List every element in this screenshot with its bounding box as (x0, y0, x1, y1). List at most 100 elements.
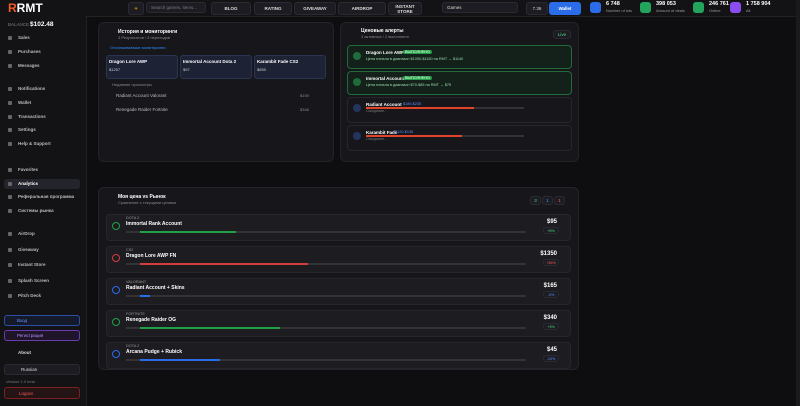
row-name: Renegade Raider OG (126, 317, 177, 323)
sidebar-item[interactable]: Transactions (18, 113, 46, 119)
sidebar-icon (8, 64, 12, 68)
sidebar-item[interactable]: Sales (18, 35, 30, 40)
alert-row[interactable] (347, 45, 572, 69)
row-name: Arcana Pudge + Rubick (126, 349, 182, 355)
row-game: DOTA 2 (126, 344, 140, 348)
alert-text: Ожидание... (366, 137, 388, 141)
count-badge: 3 (530, 196, 541, 205)
sidebar-item[interactable]: Instant Store (18, 262, 46, 267)
row-icon (112, 318, 120, 326)
row-name: Immortal Rank Account (126, 221, 182, 227)
row-price: $45 (546, 347, 557, 353)
compare-row[interactable] (106, 214, 571, 241)
nav-button[interactable]: INSTANT STORE (388, 2, 422, 15)
alert-status: ВЫПОЛНЕНО (403, 50, 432, 54)
sidebar-item[interactable]: Splash Screen (18, 277, 50, 283)
alert-row[interactable] (347, 71, 572, 95)
history-panel (98, 22, 334, 162)
row-track-fill (140, 327, 280, 329)
stat-icon (693, 2, 704, 13)
sidebar-icon (8, 168, 12, 172)
stat-value: 246 761 (709, 1, 729, 7)
nav-button[interactable]: GIVEAWAY (294, 2, 336, 15)
tracked-card[interactable] (180, 55, 252, 79)
about-link[interactable]: About (18, 350, 31, 355)
compare-row[interactable] (106, 342, 571, 369)
row-icon (112, 286, 120, 294)
alert-name: Karambit Fade (366, 130, 398, 135)
compare-row[interactable] (106, 246, 571, 273)
card-price: $855 (257, 67, 266, 72)
sidebar-item[interactable]: Notifications (18, 86, 46, 91)
alert-progress-fill (366, 135, 462, 137)
nav-button[interactable]: AIRDROP (338, 2, 386, 15)
row-change: -5% (543, 291, 559, 298)
sidebar-icon (8, 195, 12, 200)
panel-title: Ценовые алерты (361, 28, 404, 34)
row-price: $165 (543, 283, 557, 289)
row-track-fill (140, 295, 150, 297)
scrollbar (796, 0, 800, 406)
sidebar-item[interactable]: Giveaway (18, 246, 39, 252)
compare-row[interactable] (106, 278, 571, 305)
login-button[interactable]: Вход (4, 315, 80, 326)
row-change: +35% (543, 259, 559, 266)
sidebar (0, 0, 87, 406)
alert-status: $120-$135 (395, 130, 414, 134)
row-track-fill (140, 231, 236, 233)
alert-text: Цена попала в диапазон $70-$85 на RMT → … (366, 83, 452, 87)
sidebar-item[interactable]: Messages (18, 63, 40, 68)
sidebar-item[interactable]: Pitch Deck (18, 293, 42, 298)
logo[interactable]: RRMT (8, 1, 43, 15)
compare-row[interactable] (106, 310, 571, 337)
games-select[interactable]: Games (442, 2, 518, 13)
panel-title: История и мониторинги (118, 29, 178, 35)
sidebar-item[interactable]: Analytics (18, 180, 39, 186)
sidebar-icon (8, 50, 12, 54)
sidebar-item[interactable]: AirDrop (18, 231, 35, 236)
sidebar-item[interactable]: Help & Support (18, 141, 51, 147)
row-price: $340 (543, 315, 557, 321)
rate[interactable]: 7.36 (526, 2, 548, 15)
logout-button[interactable]: Logout (4, 387, 80, 399)
card-name: Karambit Fade CS2 (257, 59, 299, 64)
card-price: $97 (183, 67, 190, 72)
count-badge: 1 (542, 196, 553, 205)
register-button[interactable]: Регистрация (4, 330, 80, 341)
row-name: Radiant Account + Skins (126, 285, 185, 291)
row-track (126, 359, 526, 361)
row-icon (112, 222, 120, 230)
row-change: -10% (543, 355, 559, 362)
alert-text: Ожидание... (366, 109, 388, 113)
nav-button[interactable]: BLOG (211, 2, 251, 15)
alert-row[interactable] (347, 125, 572, 151)
stat-label: All (746, 8, 751, 13)
row-change: +8% (543, 227, 559, 234)
tracked-card[interactable] (254, 55, 326, 79)
theme-toggle[interactable]: ☀ (128, 2, 144, 15)
card-price: $1257 (109, 67, 121, 72)
alert-name: Radiant Account (366, 102, 402, 107)
sidebar-icon (8, 263, 12, 267)
search[interactable]: Search games, items... (146, 2, 206, 13)
row-game: DOTA 2 (126, 216, 140, 220)
sidebar-item[interactable]: Системы рынка (18, 208, 54, 214)
stat-icon (590, 2, 601, 13)
stat-icon (640, 2, 651, 13)
wallet-button[interactable]: Wallet (549, 2, 581, 15)
tracked-card[interactable] (106, 55, 178, 79)
balance-label: BALANCE (8, 22, 30, 27)
sidebar-item[interactable]: Settings (18, 127, 36, 133)
alert-name: Dragon Lore AWP (366, 50, 405, 55)
language[interactable]: Russian (4, 364, 80, 375)
row-icon (112, 350, 120, 358)
sidebar-item[interactable]: Wallet (18, 99, 32, 105)
sidebar-item[interactable]: Реферальная программа (18, 194, 75, 200)
alert-row[interactable] (347, 97, 572, 123)
card-name: Dragon Lore AWP (109, 59, 148, 64)
sidebar-item[interactable]: Favorites (18, 167, 39, 172)
nav-button[interactable]: RATING (254, 2, 292, 15)
row-game: VALORANT (126, 280, 147, 284)
sidebar-item[interactable]: Purchases (18, 49, 41, 54)
row-icon (112, 254, 120, 262)
